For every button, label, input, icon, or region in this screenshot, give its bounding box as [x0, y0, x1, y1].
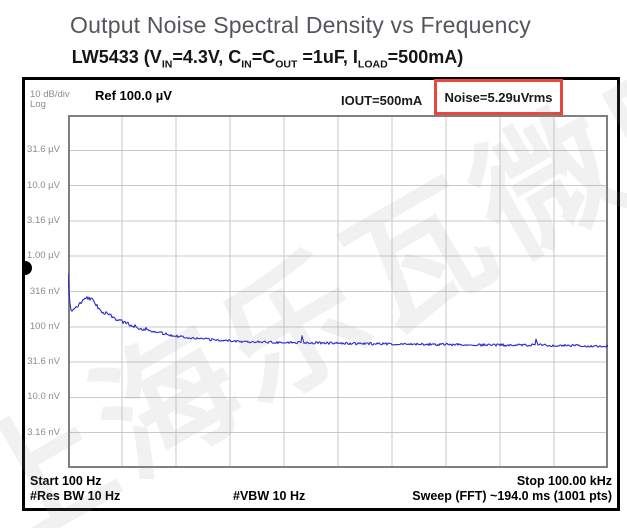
- grid-lines: [70, 117, 606, 466]
- y-axis-tick-label: 10.0 µV: [27, 179, 60, 191]
- reference-marker-icon: [24, 261, 32, 275]
- y-axis-tick-label: 3.16 nV: [27, 426, 60, 438]
- subtitle-text: =C: [251, 47, 276, 67]
- y-axis-tick-label: 316 nV: [29, 285, 60, 297]
- sweep-label: Sweep (FFT) ~194.0 ms (1001 pts): [412, 489, 612, 503]
- subtitle-subscript: LOAD: [357, 58, 388, 71]
- y-axis-tick-label: 3.16 µV: [27, 214, 60, 226]
- iout-annotation: IOUT=500mA: [341, 93, 423, 108]
- subtitle-subscript: IN: [241, 58, 252, 71]
- subtitle-text: =1uF, I: [297, 47, 358, 67]
- scale-per-div-label: 10 dB/div: [30, 89, 70, 100]
- stop-frequency-label: Stop 100.00 kHz: [516, 474, 612, 488]
- instrument-panel: 10 dB/div Log Ref 100.0 µV IOUT=500mA No…: [22, 77, 620, 511]
- res-bw-label: #Res BW 10 Hz: [30, 489, 121, 503]
- y-axis-labels: 31.6 µV 10.0 µV 3.16 µV 1.00 µV 316 nV 100 nV…: [25, 80, 63, 508]
- y-axis-tick-label: 1.00 µV: [27, 250, 60, 262]
- vbw-label: #VBW 10 Hz: [233, 489, 306, 503]
- log-mode-label: Log: [30, 99, 46, 110]
- subtitle-text: =4.3V, C: [172, 47, 242, 67]
- y-axis-tick-label: 10.0 nV: [27, 391, 60, 403]
- y-axis-tick-label: 100 nV: [29, 320, 60, 332]
- start-frequency-label: Start 100 Hz: [30, 474, 102, 488]
- ref-level-label: Ref 100.0 µV: [95, 88, 172, 103]
- noise-trace: [68, 272, 608, 348]
- y-axis-tick-label: 31.6 µV: [27, 144, 60, 156]
- subtitle-subscript: IN: [161, 58, 173, 71]
- subtitle-subscript: OUT: [275, 58, 298, 71]
- y-axis-tick-label: 31.6 nV: [27, 356, 60, 368]
- noise-annotation-label: Noise=5.29uVrms: [444, 89, 553, 105]
- page-title: Output Noise Spectral Density vs Frequen…: [70, 12, 531, 38]
- page-subtitle: LW5433 (VIN=4.3V, CIN=COUT =1uF, ILOAD=5…: [0, 47, 627, 71]
- subtitle-text: LW5433 (V: [71, 47, 162, 67]
- subtitle-text: =500mA): [387, 47, 464, 67]
- noise-plot: [68, 115, 608, 468]
- noise-annotation-box: Noise=5.29uVrms: [434, 79, 563, 115]
